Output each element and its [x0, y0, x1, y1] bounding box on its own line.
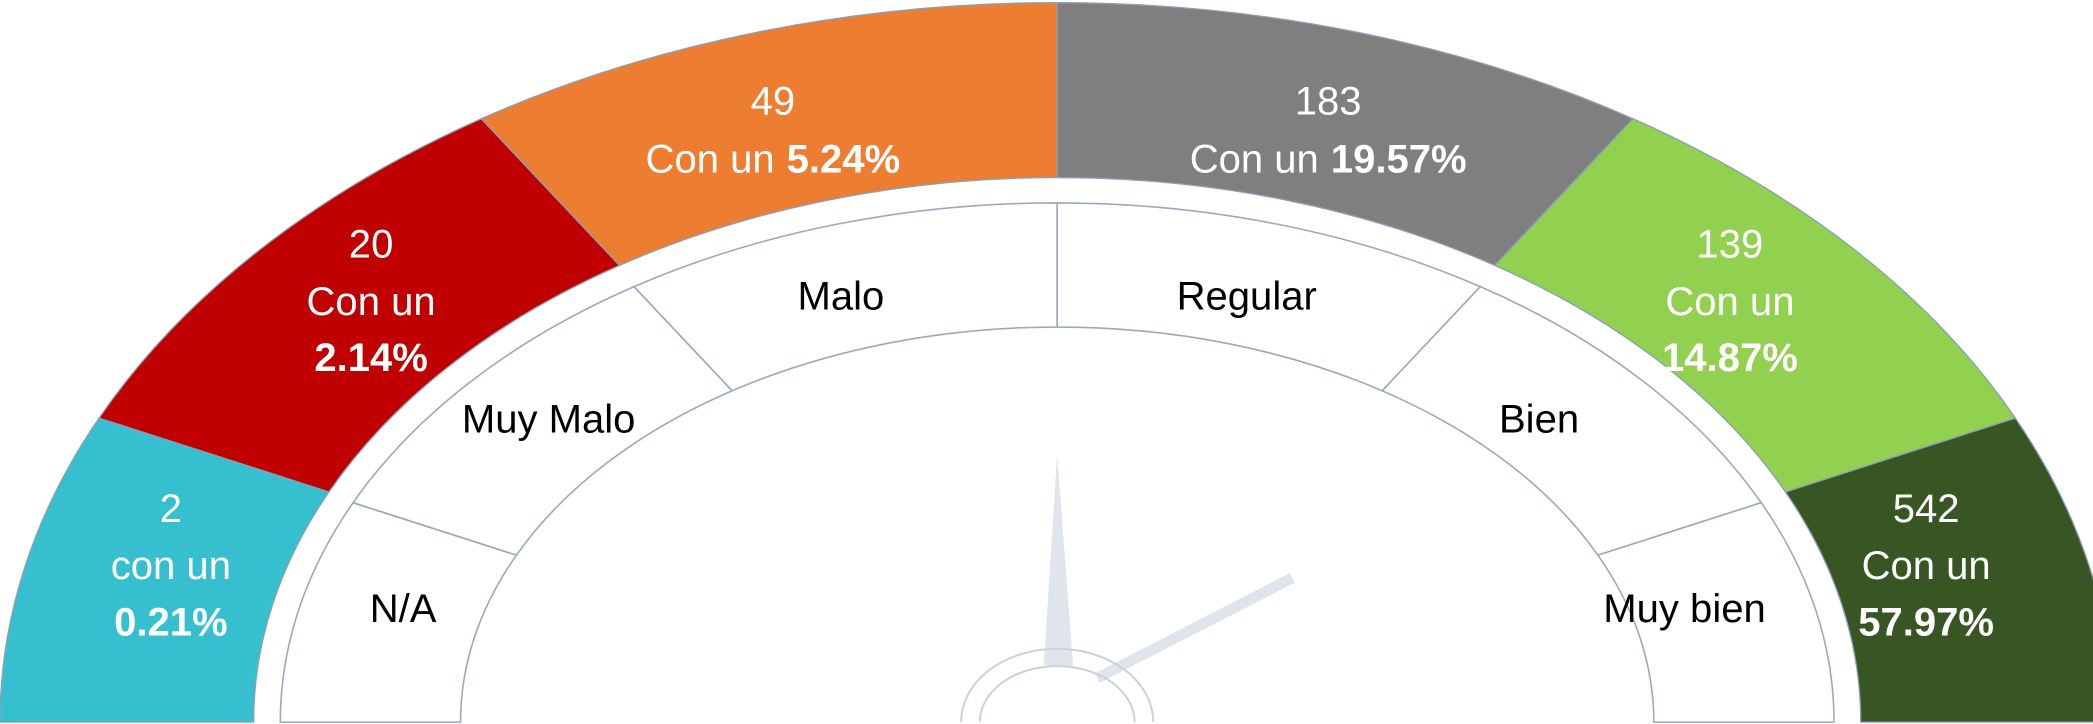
segment-count: 183: [1295, 80, 1362, 124]
hub-outer: [960, 647, 1155, 723]
texts: 2 con un 0.21% N/A 20 Con un 2.14% Muy Malo 49 Co…: [111, 80, 1994, 645]
segment-count: 20: [349, 223, 394, 267]
segment-count: 49: [751, 80, 796, 124]
needle: [1094, 573, 1295, 683]
segment-prefix: Con un: [1665, 280, 1794, 324]
segment-line: Con un 5.24%: [646, 137, 901, 181]
segment-percent: 19.57%: [1331, 137, 1467, 181]
segment-percent: 5.24%: [787, 137, 901, 181]
segment-count: 2: [160, 487, 182, 531]
segment-percent: 0.21%: [114, 600, 228, 644]
segment-percent: 2.14%: [314, 336, 428, 380]
segment-label: Malo: [798, 275, 885, 319]
label-segment: [1596, 501, 1835, 723]
segment-count: 542: [1893, 487, 1960, 531]
segment-count: 139: [1697, 223, 1764, 267]
hub-inner: [978, 665, 1136, 723]
segment-prefix: Con un: [646, 137, 775, 181]
segment-percent: 14.87%: [1662, 336, 1798, 380]
segment-line: Con un 19.57%: [1190, 137, 1467, 181]
segment-label: Muy Malo: [462, 397, 636, 441]
segment-label: Regular: [1177, 275, 1317, 319]
segment-prefix: Con un: [1862, 544, 1991, 588]
segment-label: N/A: [370, 587, 437, 631]
segment-percent: 57.97%: [1858, 600, 1994, 644]
segment-prefix: con un: [111, 544, 231, 588]
needle-spike: [1043, 453, 1074, 668]
segment-label: Muy bien: [1603, 587, 1765, 631]
colored-segment: [1784, 417, 2093, 723]
segment-label: Bien: [1499, 397, 1579, 441]
segment-prefix: Con un: [307, 280, 436, 324]
segment-prefix: Con un: [1190, 137, 1319, 181]
